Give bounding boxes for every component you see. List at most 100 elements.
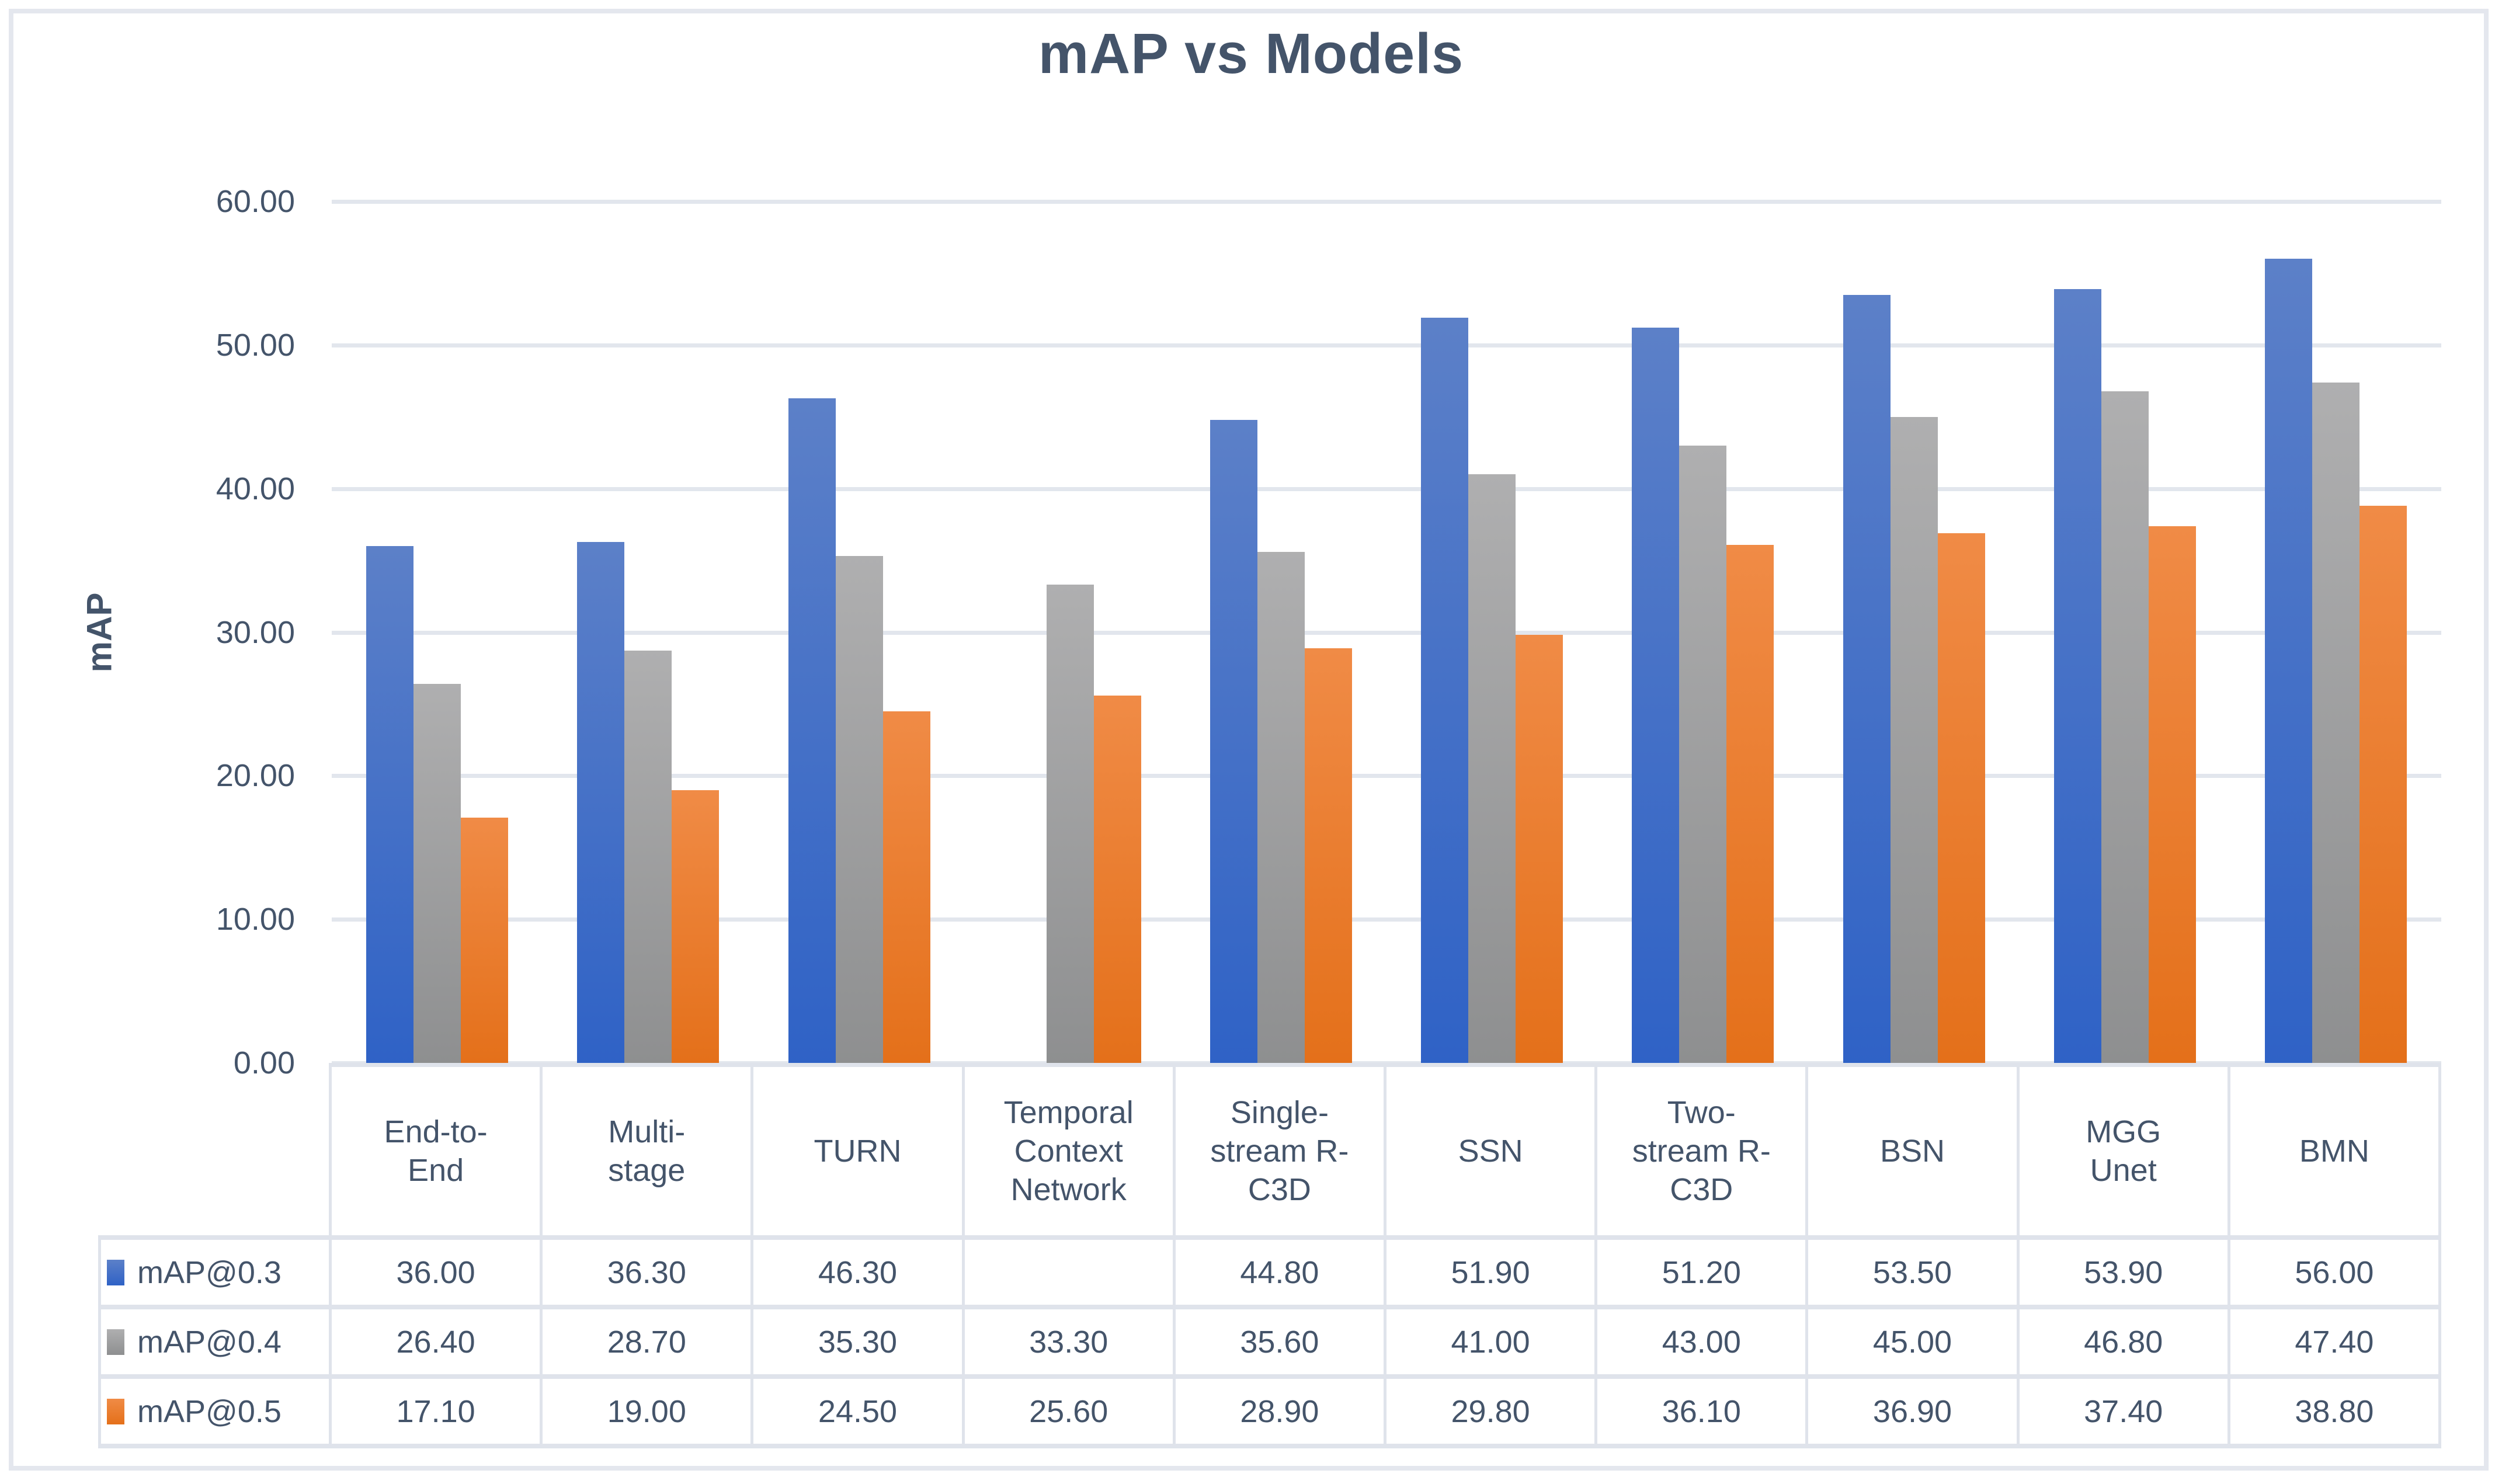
bar-mAP@0.4-BSN <box>1890 417 1938 1063</box>
bar-mAP@0.5-SSN <box>1516 635 1563 1063</box>
category-header-SSN: SSN <box>1386 1063 1598 1240</box>
table-value-mAP@0.5-BMN: 38.80 <box>2230 1379 2441 1448</box>
category-header-Temporal Context Network: Temporal Context Network <box>964 1063 1176 1240</box>
gridline <box>332 200 2441 204</box>
gridline <box>332 917 2441 922</box>
legend-color-key-mAP@0.4 <box>107 1329 124 1355</box>
table-value-mAP@0.3-BMN: 56.00 <box>2230 1240 2441 1309</box>
category-header-Single-stream R-C3D: Single- stream R- C3D <box>1175 1063 1386 1240</box>
y-axis-tick-label: 0.00 <box>233 1045 295 1080</box>
table-value-mAP@0.4-Two-stream R-C3D: 43.00 <box>1597 1309 1809 1379</box>
bar-mAP@0.5-Temporal Context Network <box>1093 696 1141 1063</box>
bar-mAP@0.3-End-to-End <box>366 546 414 1063</box>
category-header-Multi-stage: Multi- stage <box>543 1063 754 1240</box>
data-table: End-to- End Multi- stage TURN Temporal Cont… <box>98 1063 2441 1448</box>
bar-mAP@0.4-Multi-stage <box>624 651 672 1063</box>
category-header-BMN: BMN <box>2230 1063 2441 1240</box>
legend-label-mAP@0.4: mAP@0.4 <box>98 1309 332 1379</box>
bar-group-3 <box>753 201 964 1063</box>
bar-mAP@0.4-MGG Unet <box>2101 391 2149 1063</box>
legend-series-name: mAP@0.5 <box>137 1393 282 1429</box>
gridline <box>332 343 2441 347</box>
y-axis-tick-label: 40.00 <box>216 471 295 506</box>
table-value-mAP@0.5-End-to-End: 17.10 <box>332 1379 543 1448</box>
plot-area <box>332 200 2441 1065</box>
category-header-Two-stream R-C3D: Two- stream R- C3D <box>1597 1063 1809 1240</box>
table-value-mAP@0.5-BSN: 36.90 <box>1808 1379 2020 1448</box>
table-value-mAP@0.5-Single-stream R-C3D: 28.90 <box>1175 1379 1386 1448</box>
bar-mAP@0.5-BSN <box>1937 533 1985 1063</box>
category-header-TURN: TURN <box>753 1063 965 1240</box>
bar-mAP@0.3-BMN <box>2264 259 2312 1063</box>
table-value-mAP@0.3-Single-stream R-C3D: 44.80 <box>1175 1240 1386 1309</box>
bar-mAP@0.3-TURN <box>788 398 836 1063</box>
gridline <box>332 486 2441 491</box>
table-value-mAP@0.3-Temporal Context Network <box>964 1240 1176 1309</box>
gridline <box>332 774 2441 779</box>
bar-mAP@0.3-MGG Unet <box>2053 289 2101 1063</box>
bar-mAP@0.5-Two-stream R-C3D <box>1726 545 1774 1063</box>
bar-mAP@0.5-End-to-End <box>461 818 509 1063</box>
bar-mAP@0.3-Multi-stage <box>577 542 625 1063</box>
y-axis-tick-label: 10.00 <box>216 902 295 937</box>
bar-group-4 <box>965 201 1176 1063</box>
table-value-mAP@0.4-Temporal Context Network: 33.30 <box>964 1309 1176 1379</box>
bar-mAP@0.4-TURN <box>835 556 883 1063</box>
table-value-mAP@0.4-Multi-stage: 28.70 <box>543 1309 754 1379</box>
legend-color-key-mAP@0.3 <box>107 1259 124 1285</box>
table-value-mAP@0.4-BMN: 47.40 <box>2230 1309 2441 1379</box>
bar-group-7 <box>1597 201 1808 1063</box>
table-value-mAP@0.4-TURN: 35.30 <box>753 1309 965 1379</box>
bar-group-6 <box>1386 201 1597 1063</box>
legend-color-key-mAP@0.5 <box>107 1398 124 1424</box>
legend-series-name: mAP@0.3 <box>137 1254 282 1290</box>
table-value-mAP@0.4-SSN: 41.00 <box>1386 1309 1598 1379</box>
table-value-mAP@0.3-Multi-stage: 36.30 <box>543 1240 754 1309</box>
bar-mAP@0.5-BMN <box>2359 506 2407 1063</box>
table-value-mAP@0.3-TURN: 46.30 <box>753 1240 965 1309</box>
bar-mAP@0.5-Single-stream R-C3D <box>1304 648 1352 1063</box>
y-axis-tick-label: 50.00 <box>216 327 295 363</box>
bar-mAP@0.3-BSN <box>1843 295 1891 1063</box>
y-axis-tick-label: 60.00 <box>216 184 295 219</box>
bar-group-1 <box>332 201 543 1063</box>
bar-mAP@0.5-Multi-stage <box>672 790 720 1063</box>
legend-label-mAP@0.5: mAP@0.5 <box>98 1379 332 1448</box>
bar-group-2 <box>543 201 753 1063</box>
table-value-mAP@0.3-End-to-End: 36.00 <box>332 1240 543 1309</box>
legend-label-mAP@0.3: mAP@0.3 <box>98 1240 332 1309</box>
bar-mAP@0.4-BMN <box>2312 383 2359 1063</box>
bar-mAP@0.4-End-to-End <box>413 684 461 1063</box>
table-value-mAP@0.5-Multi-stage: 19.00 <box>543 1379 754 1448</box>
bar-mAP@0.3-Single-stream R-C3D <box>1210 420 1257 1063</box>
bar-groups <box>332 201 2441 1063</box>
table-value-mAP@0.4-BSN: 45.00 <box>1808 1309 2020 1379</box>
category-header-BSN: BSN <box>1808 1063 2020 1240</box>
bar-mAP@0.4-Temporal Context Network <box>1046 585 1094 1063</box>
table-value-mAP@0.4-MGG Unet: 46.80 <box>2019 1309 2230 1379</box>
table-value-mAP@0.4-Single-stream R-C3D: 35.60 <box>1175 1309 1386 1379</box>
y-axis-tick-label: 20.00 <box>216 758 295 794</box>
table-value-mAP@0.3-Two-stream R-C3D: 51.20 <box>1597 1240 1809 1309</box>
table-value-mAP@0.5-MGG Unet: 37.40 <box>2019 1379 2230 1448</box>
category-header-End-to-End: End-to- End <box>332 1063 543 1240</box>
table-value-mAP@0.5-Two-stream R-C3D: 36.10 <box>1597 1379 1809 1448</box>
gridline <box>332 630 2441 635</box>
table-value-mAP@0.3-MGG Unet: 53.90 <box>2019 1240 2230 1309</box>
bar-mAP@0.4-SSN <box>1468 474 1516 1063</box>
category-header-MGG Unet: MGG Unet <box>2019 1063 2230 1240</box>
bar-mAP@0.3-SSN <box>1421 318 1469 1063</box>
bar-group-8 <box>1808 201 2019 1063</box>
bar-group-10 <box>2230 201 2441 1063</box>
chart-title: mAP vs Models <box>1038 22 1464 85</box>
bar-mAP@0.4-Two-stream R-C3D <box>1679 446 1727 1063</box>
bar-mAP@0.4-Single-stream R-C3D <box>1257 552 1305 1063</box>
table-value-mAP@0.3-SSN: 51.90 <box>1386 1240 1598 1309</box>
table-value-mAP@0.5-TURN: 24.50 <box>753 1379 965 1448</box>
bar-group-9 <box>2020 201 2230 1063</box>
bar-mAP@0.5-MGG Unet <box>2148 526 2196 1063</box>
table-corner-spacer <box>98 1063 332 1240</box>
table-value-mAP@0.4-End-to-End: 26.40 <box>332 1309 543 1379</box>
legend-series-name: mAP@0.4 <box>137 1324 282 1360</box>
y-axis-tick-label: 30.00 <box>216 614 295 650</box>
